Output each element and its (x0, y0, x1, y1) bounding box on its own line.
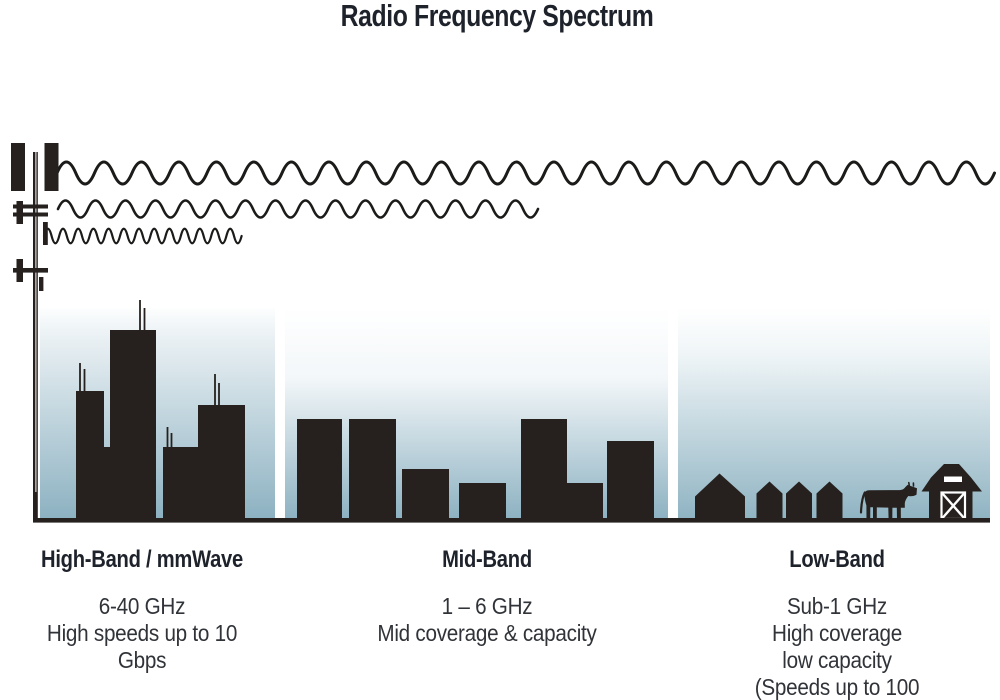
low-band-label: Low-Band Sub-1 GHz High coverage low cap… (710, 547, 964, 700)
high-band-label: High-Band / mmWave 6-40 GHz High speeds … (15, 547, 269, 674)
radio-waves (42, 160, 996, 245)
wave-long-low-frequency-icon (55, 160, 996, 186)
mid-band-description: Mid coverage & capacity (377, 620, 597, 646)
low-band-heading: Low-Band (789, 546, 885, 573)
barn-icon (921, 464, 982, 521)
cell-tower-icon (11, 143, 59, 520)
farm-scene (695, 464, 982, 521)
house-icon (786, 481, 812, 520)
high-band-heading: High-Band / mmWave (41, 546, 243, 573)
low-band-description: low capacity (782, 647, 892, 673)
wave-short-high-frequency-icon (42, 227, 243, 245)
cow-icon (859, 481, 917, 520)
house-icon (816, 481, 843, 520)
low-band-speed-note: (Speeds up to 100 Mbps) (754, 674, 920, 700)
mid-band-label: Mid-Band 1 – 6 GHz Mid coverage & capaci… (360, 547, 614, 647)
mid-band-frequency: 1 – 6 GHz (441, 593, 533, 619)
midrise-buildings-icon (297, 419, 654, 520)
low-band-frequency: Sub-1 GHz (787, 593, 887, 619)
city-skyline-icon (76, 300, 245, 520)
ground-line (33, 518, 990, 523)
low-band-description: High coverage (772, 620, 902, 646)
mid-band-details: 1 – 6 GHz Mid coverage & capacity (375, 593, 599, 647)
low-band-details: Sub-1 GHz High coverage low capacity (Sp… (725, 593, 949, 700)
house-icon (756, 481, 783, 520)
high-band-description: High speeds up to 10 Gbps (46, 620, 238, 673)
mid-band-heading: Mid-Band (442, 546, 532, 573)
high-band-frequency: 6-40 GHz (98, 593, 186, 619)
high-band-details: 6-40 GHz High speeds up to 10 Gbps (30, 593, 254, 674)
page-title: Radio Frequency Spectrum (340, 0, 654, 33)
wave-medium-mid-frequency-icon (56, 199, 540, 219)
rooftop-antennas (79, 300, 220, 447)
house-icon (695, 473, 745, 520)
